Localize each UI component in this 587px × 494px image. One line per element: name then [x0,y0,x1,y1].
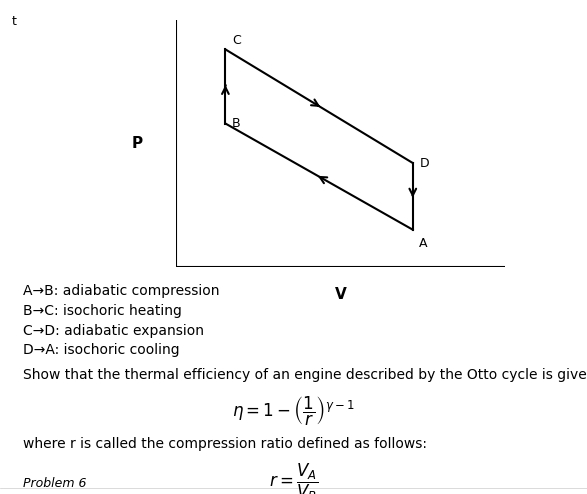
Text: D: D [419,157,429,169]
Text: t: t [12,15,16,28]
Text: C: C [232,34,241,47]
Text: A→B: adiabatic compression: A→B: adiabatic compression [23,284,220,298]
Text: Show that the thermal efficiency of an engine described by the Otto cycle is giv: Show that the thermal efficiency of an e… [23,368,587,382]
Text: B→C: isochoric heating: B→C: isochoric heating [23,304,183,318]
Text: B: B [232,117,241,130]
Text: C→D: adiabatic expansion: C→D: adiabatic expansion [23,324,204,337]
Text: V: V [335,287,346,301]
Text: $\eta = 1 - \left(\dfrac{1}{r}\right)^{\gamma - 1}$: $\eta = 1 - \left(\dfrac{1}{r}\right)^{\… [232,395,355,428]
Text: D→A: isochoric cooling: D→A: isochoric cooling [23,343,180,357]
Text: A: A [419,237,428,250]
Text: $r = \dfrac{V_A}{V_B}$: $r = \dfrac{V_A}{V_B}$ [269,462,318,494]
Text: where r is called the compression ratio defined as follows:: where r is called the compression ratio … [23,437,427,451]
Text: P: P [132,136,143,151]
Text: Problem 6: Problem 6 [23,477,87,490]
